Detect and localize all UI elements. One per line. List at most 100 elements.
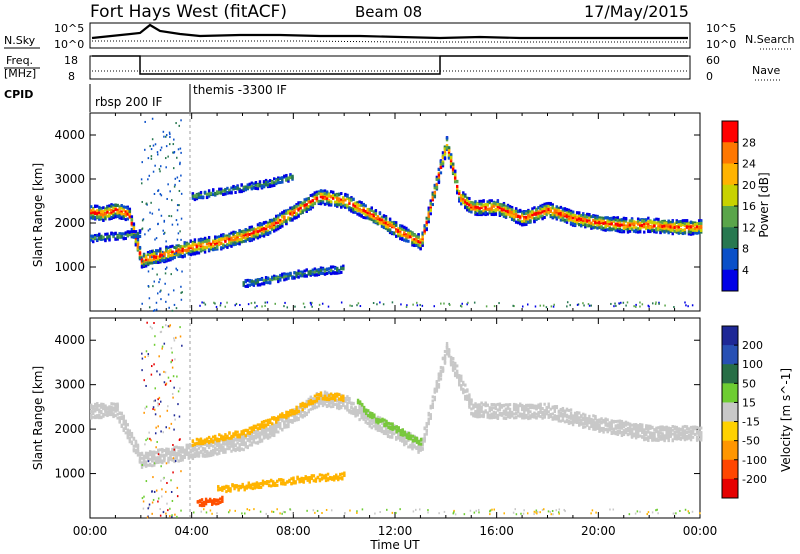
velocity-scatter-cell [191, 456, 195, 460]
power-scatter-cell [142, 259, 146, 263]
velocity-scatter-cell [189, 448, 193, 452]
velocity-scatter-cell [222, 445, 225, 449]
power-scatter-cell [124, 212, 127, 216]
velocity-scatter-cell [118, 416, 121, 420]
power-scatter-cell [270, 181, 274, 185]
velocity-scatter-cell [380, 426, 384, 430]
power-scatter-cell [289, 174, 292, 178]
power-scatter-cell [661, 220, 664, 224]
power-scatter-cell [364, 216, 367, 220]
power-scatter-cell [317, 191, 321, 195]
power-scatter-cell [338, 201, 341, 205]
power-scatter-cell [92, 234, 95, 238]
power-scatter-cell [301, 201, 304, 205]
power-scatter-cell [102, 235, 105, 239]
power-scatter-cell [122, 216, 125, 220]
velocity-scatter-cell [435, 384, 439, 388]
power-scatter-cell [207, 244, 211, 248]
power-scatter-cell [309, 269, 312, 273]
power-scatter-cell [399, 224, 402, 228]
power-scatter-cell [500, 210, 504, 214]
power-scatter-cell [630, 222, 634, 226]
power-scatter-cell [636, 219, 640, 223]
velocity-scatter-cell [478, 415, 481, 419]
power-scatter-cell [555, 205, 559, 209]
velocity-scatter-cell [399, 434, 402, 438]
power-scatter-cell [283, 220, 286, 224]
power-scatter-cell [362, 203, 365, 207]
power-scatter-cell [177, 250, 180, 254]
velocity-scatter-cell [425, 422, 428, 426]
velocity-scatter-cell [250, 432, 254, 436]
power-scatter-cell [466, 196, 469, 200]
power-scatter-cell [693, 231, 697, 235]
power-scatter-cell [549, 213, 552, 217]
velocity-scatter-cell [138, 460, 142, 464]
power-scatter-cell [291, 176, 294, 180]
power-scatter-cell [622, 225, 626, 229]
power-scatter-cell [384, 226, 388, 230]
velocity-scatter-cell [264, 426, 268, 430]
velocity-scatter-cell [439, 377, 443, 381]
power-scatter-cell [569, 211, 573, 215]
power-scatter-cell [228, 243, 231, 247]
power-scatter-cell [411, 232, 414, 236]
velocity-scatter-cell [256, 440, 260, 444]
power-scatter-cell [191, 242, 195, 246]
power-scatter-cell [697, 226, 701, 230]
velocity-scatter-cell [212, 448, 215, 452]
power-scatter-cell [689, 228, 693, 232]
power-scatter-cell [285, 209, 288, 213]
velocity-scatter-cell [368, 419, 371, 423]
velocity-scatter-cell [254, 430, 258, 434]
power-scatter-cell [697, 222, 701, 226]
power-scatter-cell [112, 206, 115, 210]
velocity-scatter-cell [321, 404, 325, 408]
power-scatter-cell [264, 280, 268, 284]
power-scatter-cell [242, 283, 245, 287]
power-scatter-cell [303, 274, 306, 278]
power-scatter-cell [277, 220, 280, 224]
power-scatter-cell [98, 217, 101, 221]
power-scatter-cell [175, 244, 178, 248]
power-scatter-cell [293, 276, 296, 280]
power-scatter-cell [527, 217, 530, 221]
power-scatter-cell [242, 232, 245, 236]
power-scatter-cell [325, 271, 329, 275]
power-scatter-cell [510, 217, 514, 221]
power-scatter-cell [425, 216, 428, 220]
power-scatter-cell [344, 205, 347, 209]
power-scatter-cell [268, 221, 272, 225]
power-scatter-cell [557, 215, 561, 219]
power-scatter-cell [423, 224, 426, 228]
power-scatter-cell [519, 208, 522, 212]
power-scatter-cell [167, 250, 170, 254]
power-scatter-cell [305, 197, 308, 201]
velocity-scatter-cell [460, 387, 463, 391]
velocity-colorbar-tick-label: -200 [742, 473, 767, 486]
power-scatter-cell [382, 214, 386, 218]
power-scatter-cell [252, 186, 256, 190]
power-scatter-cell [441, 151, 445, 155]
power-scatter-cell [254, 183, 258, 187]
velocity-colorbar-segment [722, 459, 738, 480]
power-scatter-cell [159, 256, 162, 260]
velocity-colorbar-segment [722, 421, 738, 442]
power-scatter-cell [138, 234, 142, 238]
power-scatter-cell [281, 214, 284, 218]
velocity-scatter-cell [228, 445, 231, 449]
power-scatter-cell [132, 235, 136, 239]
power-scatter-cell [498, 202, 502, 206]
power-scatter-cell [277, 277, 280, 281]
power-scatter-cell [390, 224, 394, 228]
power-scatter-cell [173, 256, 176, 260]
velocity-scatter-cell [256, 435, 260, 439]
velocity-scatter-cell [110, 408, 113, 412]
power-scatter-cell [669, 225, 672, 229]
velocity-scatter-cell [334, 402, 337, 406]
power-scatter-cell [256, 226, 260, 230]
power-scatter-cell [285, 222, 288, 226]
power-scatter-cell [419, 247, 422, 251]
power-scatter-cell [291, 174, 294, 178]
power-scatter-cell [443, 147, 447, 151]
